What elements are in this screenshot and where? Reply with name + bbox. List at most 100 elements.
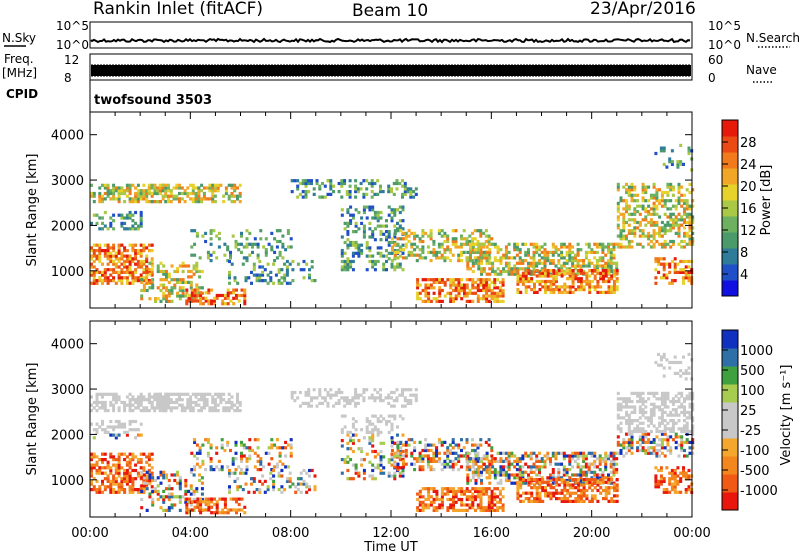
echo-cell (398, 466, 402, 470)
echo-cell (390, 210, 394, 215)
echo-cell (186, 398, 190, 402)
echo-cell (230, 186, 234, 190)
echo-cell (413, 242, 417, 246)
echo-cell (546, 269, 550, 273)
echo-cell (134, 270, 138, 274)
echo-cell (452, 283, 455, 287)
echo-cell (95, 268, 99, 272)
echo-cell (312, 388, 316, 392)
echo-cell (123, 189, 127, 193)
echo-cell (619, 196, 623, 200)
echo-cell (465, 242, 469, 246)
echo-cell (674, 207, 678, 211)
echo-cell (602, 271, 605, 275)
echo-cell (468, 503, 472, 507)
echo-cell (95, 249, 99, 253)
echo-cell (139, 243, 143, 247)
echo-cell (565, 250, 569, 254)
echo-cell (165, 476, 168, 480)
echo-cell (229, 448, 232, 453)
echo-cell (490, 454, 494, 458)
echo-cell (215, 508, 219, 512)
echo-cell (215, 505, 219, 509)
echo-cell (476, 454, 480, 458)
echo-cell (128, 460, 132, 464)
echo-cell (507, 462, 511, 466)
echo-cell (142, 484, 146, 488)
echo-cell (609, 470, 613, 474)
echo-cell (671, 239, 675, 244)
echo-cell (465, 489, 469, 493)
echo-cell (529, 451, 533, 455)
echo-cell (360, 249, 364, 253)
echo-cell (229, 256, 232, 260)
echo-cell (510, 267, 514, 271)
echo-cell (598, 256, 602, 260)
echo-cell (193, 505, 197, 509)
echo-cell (209, 259, 213, 263)
echo-cell (504, 476, 508, 480)
echo-cell (579, 248, 583, 252)
echo-cell (191, 197, 195, 201)
echo-cell (148, 280, 152, 284)
echo-cell (368, 439, 372, 443)
echo-cell (109, 246, 113, 250)
echo-cell (504, 459, 508, 463)
echo-cell (379, 190, 382, 194)
echo-cell (376, 390, 380, 395)
echo-cell (471, 299, 475, 303)
echo-cell (125, 482, 129, 486)
echo-cell (616, 182, 620, 186)
echo-cell (134, 262, 138, 266)
echo-cell (262, 465, 266, 469)
echo-cell (666, 207, 670, 211)
echo-cell (252, 273, 256, 277)
echo-cell (145, 409, 149, 413)
echo-cell (371, 477, 375, 481)
echo-cell (227, 194, 231, 198)
echo-cell (261, 279, 265, 283)
echo-cell (527, 476, 530, 480)
echo-cell (114, 433, 118, 437)
echo-cell (278, 229, 282, 233)
echo-cell (228, 259, 231, 264)
echo-cell (601, 473, 605, 477)
echo-cell (418, 500, 422, 504)
echo-cell (365, 419, 369, 424)
echo-cell (571, 290, 575, 294)
echo-cell (371, 208, 375, 212)
echo-cell (373, 428, 377, 432)
echo-cell (413, 253, 417, 257)
echo-cell (227, 398, 231, 402)
echo-cell (222, 398, 226, 402)
echo-cell (228, 468, 231, 473)
echo-cell (158, 400, 162, 405)
velocity-heatmap (90, 352, 695, 515)
echo-cell (351, 449, 355, 454)
echo-cell (551, 261, 555, 265)
echo-cell (487, 237, 491, 241)
echo-cell (579, 483, 583, 487)
colorbar-tick-label: 24 (740, 158, 757, 173)
echo-cell (228, 270, 231, 274)
echo-cell (373, 181, 377, 186)
echo-cell (150, 200, 154, 204)
echo-cell (95, 471, 99, 475)
echo-cell (219, 183, 223, 187)
echo-cell (224, 186, 228, 190)
echo-cell (427, 297, 431, 301)
echo-cell (101, 197, 104, 201)
echo-cell (213, 403, 217, 407)
echo-cell (471, 465, 475, 469)
echo-cell (488, 481, 492, 485)
echo-cell (563, 499, 567, 503)
echo-cell (529, 476, 533, 480)
echo-cell (234, 457, 238, 461)
echo-cell (471, 242, 475, 246)
echo-cell (432, 280, 436, 284)
echo-cell (371, 468, 375, 473)
echo-cell (493, 492, 497, 496)
echo-cell (496, 272, 500, 276)
echo-cell (469, 457, 472, 461)
